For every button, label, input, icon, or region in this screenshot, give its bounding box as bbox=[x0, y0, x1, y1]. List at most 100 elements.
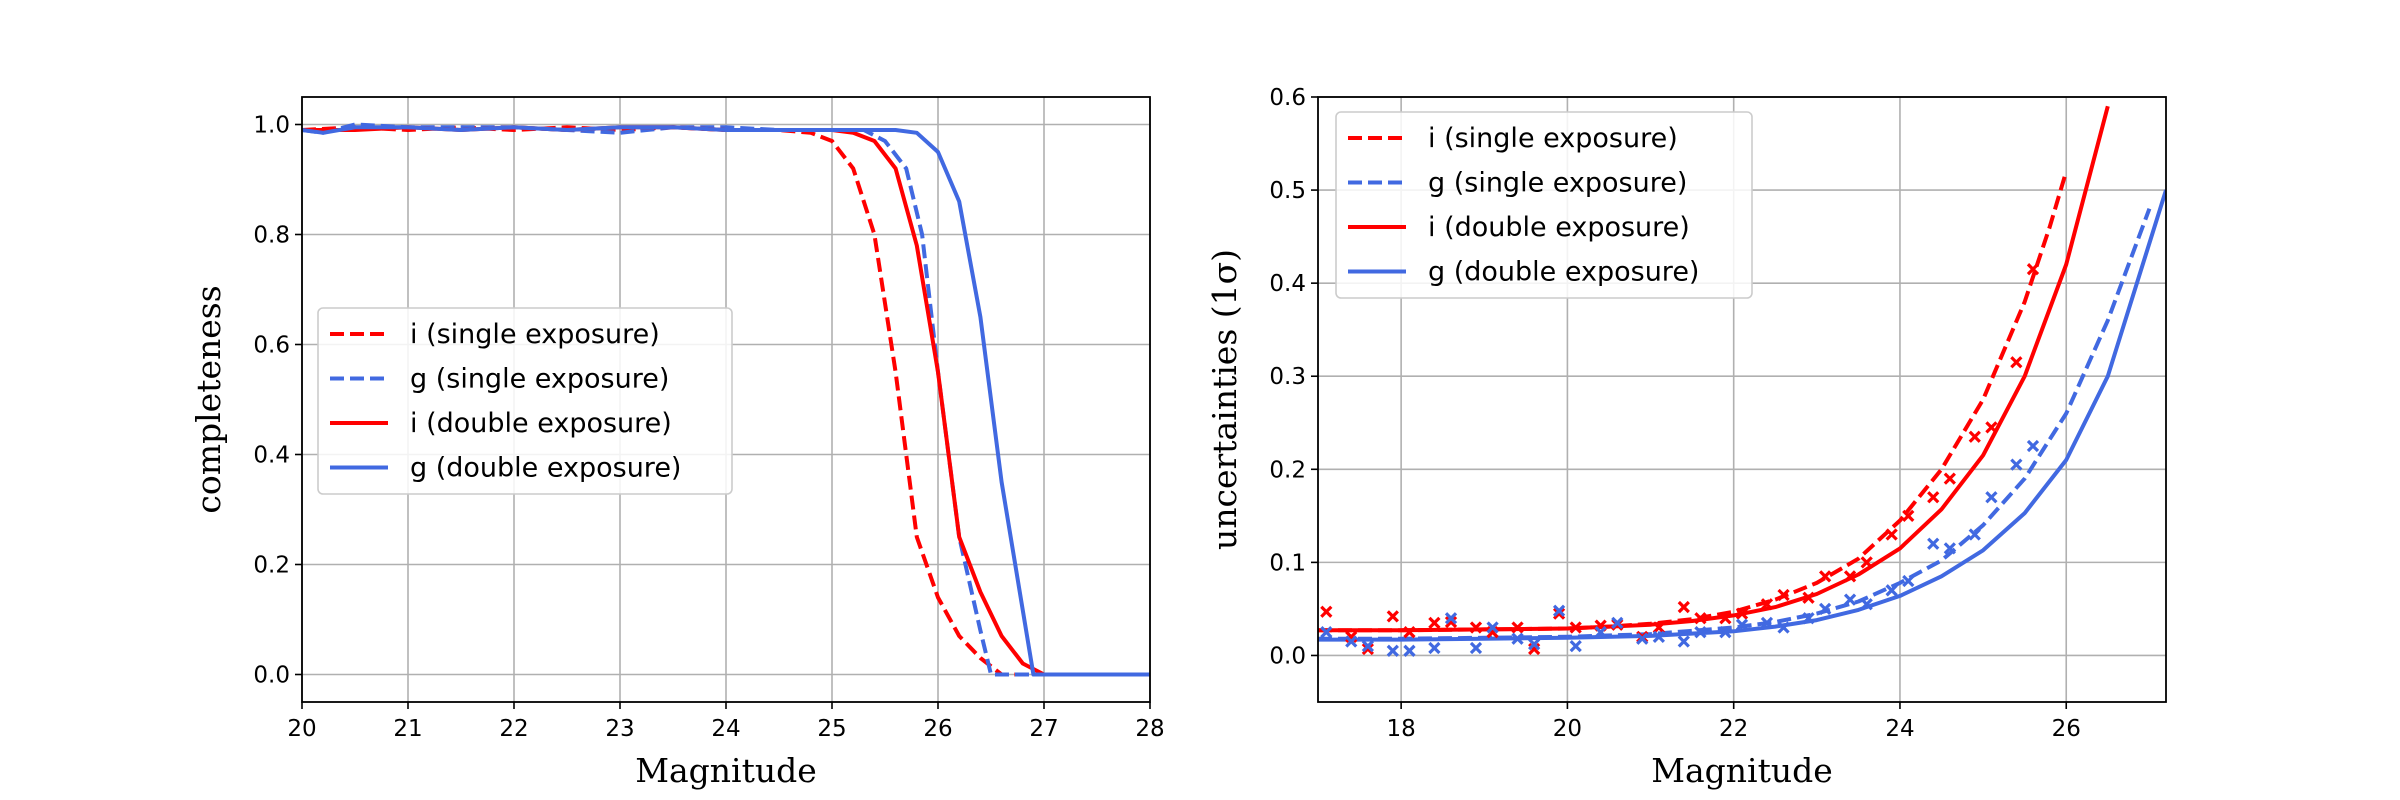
legend-label-i-single: i (single exposure) bbox=[1428, 123, 1678, 154]
scatter-point bbox=[1819, 570, 1832, 583]
uncertainties-y-axis-label: uncertainties (1σ) bbox=[1205, 249, 1244, 550]
x-tick-label: 22 bbox=[499, 716, 528, 742]
legend-label-g-single: g (single exposure) bbox=[410, 364, 669, 395]
scatter-point bbox=[1552, 607, 1566, 620]
scatter-point bbox=[1428, 616, 1441, 630]
series-line-0 bbox=[302, 125, 1150, 677]
legend-label-i-double: i (double exposure) bbox=[1428, 212, 1690, 243]
scatter-point bbox=[1511, 632, 1524, 645]
scatter-point bbox=[2010, 356, 2023, 369]
scatter-point bbox=[1694, 612, 1707, 625]
x-tick-label: 20 bbox=[1553, 716, 1582, 742]
uncertainties-panel: 18 20 22 24 26 0.0 0.1 0.2 0.3 0.4 0.5 0.6 Magnitud… bbox=[1205, 85, 2167, 790]
uncertainties-legend-box bbox=[1335, 111, 1753, 299]
uncertainties-x-axis-label: Magnitude bbox=[1651, 751, 1833, 790]
y-tick-label: 0.8 bbox=[253, 223, 290, 249]
scatter-point bbox=[1760, 616, 1774, 630]
scatter-point bbox=[1760, 598, 1774, 611]
scatter-point bbox=[1968, 528, 1981, 541]
scatter-point bbox=[2010, 458, 2023, 471]
scatter-point bbox=[1843, 570, 1857, 583]
scatter-point bbox=[1694, 626, 1707, 639]
y-tick-label: 0.1 bbox=[1269, 550, 1306, 576]
scatter-point bbox=[1902, 574, 1915, 588]
y-tick-label: 0.4 bbox=[253, 443, 290, 469]
scatter-point bbox=[1444, 612, 1458, 625]
completeness-ticks: 20 21 22 23 24 25 26 27 28 0.0 0.2 0.4 0.6 0.8 1.0 bbox=[253, 113, 1164, 743]
scatter-point bbox=[1428, 641, 1441, 655]
scatter-point bbox=[1985, 491, 1998, 504]
scatter-point bbox=[1552, 604, 1566, 617]
scatter-point bbox=[1636, 632, 1649, 645]
scatter-point bbox=[1677, 600, 1690, 614]
scatter-point bbox=[2026, 439, 2040, 453]
x-tick-label: 25 bbox=[817, 716, 846, 742]
x-tick-label: 22 bbox=[1719, 716, 1748, 742]
y-tick-label: 0.6 bbox=[1269, 85, 1306, 111]
scatter-point bbox=[1843, 593, 1857, 606]
scatter-point bbox=[1386, 644, 1399, 657]
scatter-point bbox=[1927, 491, 1940, 504]
scatter-point bbox=[1943, 542, 1956, 555]
x-tick-label: 26 bbox=[923, 716, 952, 742]
y-tick-label: 0.0 bbox=[1269, 643, 1306, 669]
scatter-point bbox=[1611, 616, 1624, 630]
series-line-2 bbox=[1318, 105, 2110, 633]
y-tick-label: 0.5 bbox=[1269, 178, 1306, 204]
scatter-point bbox=[1486, 621, 1499, 634]
x-tick-label: 24 bbox=[711, 716, 740, 742]
scatter-point bbox=[1652, 630, 1665, 643]
series-line-3 bbox=[1318, 189, 2166, 642]
x-tick-label: 23 bbox=[605, 716, 634, 742]
scatter-point bbox=[1320, 626, 1333, 639]
scatter-point bbox=[1469, 621, 1483, 634]
y-tick-label: 0.2 bbox=[1269, 457, 1306, 483]
scatter-point bbox=[1528, 638, 1541, 651]
legend-label-g-double: g (double exposure) bbox=[1428, 257, 1699, 288]
scatter-point bbox=[1719, 626, 1732, 639]
legend-label-g-single: g (single exposure) bbox=[1428, 168, 1687, 199]
series-line-3 bbox=[302, 125, 1150, 677]
y-tick-label: 0.2 bbox=[253, 553, 290, 579]
scatter-point bbox=[1927, 537, 1940, 550]
scatter-point bbox=[1735, 607, 1749, 620]
scatter-point bbox=[2026, 263, 2040, 276]
scatter-point bbox=[1802, 612, 1815, 625]
scatter-point bbox=[1361, 642, 1375, 656]
y-tick-label: 1.0 bbox=[253, 113, 290, 139]
y-tick-label: 0.0 bbox=[253, 663, 290, 689]
scatter-point bbox=[1511, 621, 1524, 634]
completeness-y-axis-label: completeness bbox=[189, 285, 228, 513]
scatter-point bbox=[1968, 430, 1981, 443]
scatter-point bbox=[1777, 588, 1790, 602]
scatter-point bbox=[1403, 644, 1416, 657]
scatter-point bbox=[1361, 640, 1375, 653]
x-tick-label: 27 bbox=[1029, 716, 1058, 742]
y-tick-label: 0.6 bbox=[253, 333, 290, 359]
scatter-point bbox=[1943, 472, 1956, 485]
uncertainties-axes-frame bbox=[1317, 96, 2167, 703]
scatter-point bbox=[1594, 626, 1607, 639]
x-tick-label: 24 bbox=[1885, 716, 1914, 742]
uncertainties-marks bbox=[1318, 105, 2166, 657]
scatter-point bbox=[1345, 635, 1358, 648]
completeness-x-axis-label: Magnitude bbox=[635, 751, 817, 790]
uncertainties-legend: i (single exposure) g (single exposure) … bbox=[1335, 111, 1753, 299]
completeness-lines bbox=[302, 122, 1150, 677]
scatter-point bbox=[1320, 605, 1333, 618]
scatter-point bbox=[1677, 635, 1690, 648]
x-tick-label: 26 bbox=[2052, 716, 2081, 742]
scatter-point bbox=[1403, 626, 1416, 639]
legend-label-i-double: i (double exposure) bbox=[410, 408, 672, 439]
scatter-point bbox=[1386, 610, 1399, 623]
scatter-point bbox=[1819, 602, 1832, 616]
scatter-point bbox=[1469, 641, 1483, 655]
y-tick-label: 0.4 bbox=[1269, 271, 1306, 297]
completeness-panel: 20 21 22 23 24 25 26 27 28 0.0 0.2 0.4 0.6 0.8 1.0 Mag… bbox=[189, 96, 1165, 790]
x-tick-label: 18 bbox=[1386, 716, 1415, 742]
scatter-point bbox=[1985, 421, 1998, 434]
scatter-point bbox=[1569, 621, 1582, 634]
scatter-point bbox=[1885, 528, 1898, 541]
legend-label-g-double: g (double exposure) bbox=[410, 453, 681, 484]
